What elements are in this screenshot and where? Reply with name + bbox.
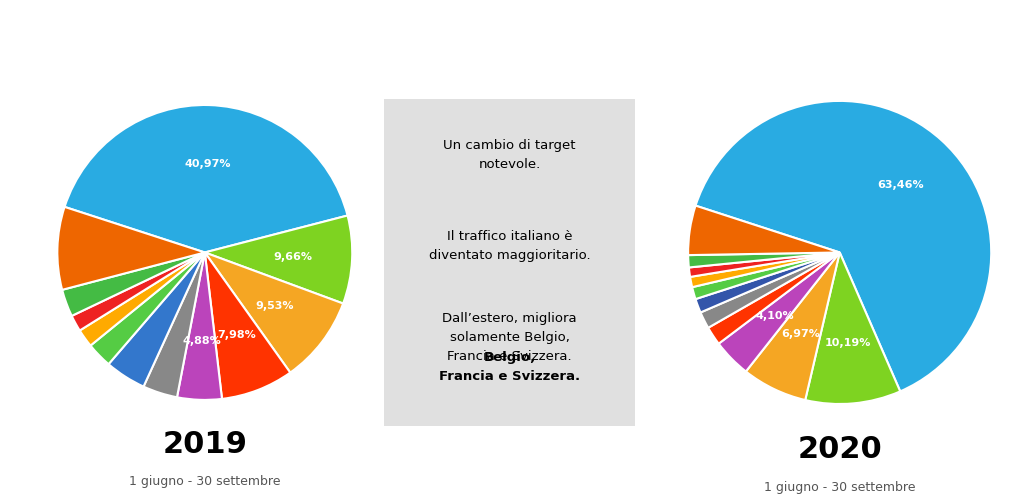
Wedge shape <box>109 252 205 387</box>
Wedge shape <box>65 105 347 252</box>
Wedge shape <box>688 205 840 255</box>
Wedge shape <box>695 252 840 312</box>
Wedge shape <box>719 252 840 371</box>
Text: 10,19%: 10,19% <box>824 338 871 348</box>
Text: 1 giugno - 30 settembre: 1 giugno - 30 settembre <box>129 475 281 488</box>
Text: Belgio,
Francia e Svizzera.: Belgio, Francia e Svizzera. <box>439 351 580 383</box>
Wedge shape <box>90 252 205 364</box>
FancyBboxPatch shape <box>384 99 635 426</box>
Wedge shape <box>72 252 205 331</box>
Text: 9,53%: 9,53% <box>256 301 294 311</box>
Wedge shape <box>709 252 840 344</box>
Text: 40,97%: 40,97% <box>184 159 230 169</box>
Text: Un cambio di target
notevole.: Un cambio di target notevole. <box>443 139 575 171</box>
Wedge shape <box>62 252 205 316</box>
Wedge shape <box>57 207 205 290</box>
Text: Dall’estero, migliora
solamente Belgio,
Francia e Svizzera.: Dall’estero, migliora solamente Belgio, … <box>442 312 577 363</box>
Wedge shape <box>143 252 205 397</box>
Wedge shape <box>177 252 222 400</box>
Wedge shape <box>745 252 840 400</box>
Wedge shape <box>700 252 840 328</box>
Text: Il traffico italiano è
diventato maggioritario.: Il traffico italiano è diventato maggior… <box>429 230 590 262</box>
Text: 7,98%: 7,98% <box>217 330 256 340</box>
Text: 2019: 2019 <box>162 430 248 459</box>
Wedge shape <box>690 252 840 287</box>
Wedge shape <box>205 215 352 303</box>
Text: 63,46%: 63,46% <box>878 180 924 190</box>
Text: 9,66%: 9,66% <box>273 252 312 262</box>
Text: 6,97%: 6,97% <box>781 329 819 340</box>
Wedge shape <box>80 252 205 346</box>
Wedge shape <box>692 252 840 299</box>
Text: 1 giugno - 30 settembre: 1 giugno - 30 settembre <box>764 481 915 494</box>
Text: 4,10%: 4,10% <box>756 311 794 321</box>
Wedge shape <box>688 252 840 267</box>
Wedge shape <box>205 252 343 373</box>
Text: 4,88%: 4,88% <box>182 336 221 346</box>
Wedge shape <box>205 252 290 399</box>
Wedge shape <box>805 252 900 404</box>
Text: 2020: 2020 <box>798 435 882 464</box>
Wedge shape <box>689 252 840 277</box>
Wedge shape <box>695 101 991 392</box>
